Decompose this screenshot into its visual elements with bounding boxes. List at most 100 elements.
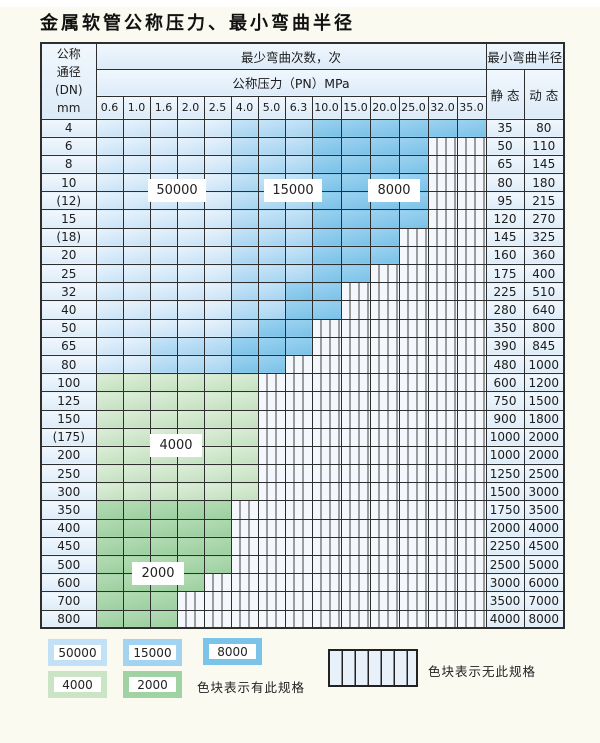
pn-cell-1.6 [149,409,178,429]
static-radius-value: 35 [485,118,525,138]
dn-value: 150 [40,409,97,429]
legend-chip-label: 2000 [137,677,168,692]
legend-chip-50000: 50000 [48,639,107,666]
bend-times-header: 最少弯曲次数，次 [95,42,487,70]
pn-cell-32.0 [427,409,458,429]
pn-cell-6.3 [284,227,313,247]
pn-cell-5.0 [257,427,286,447]
pn-cell-4.0 [230,609,259,629]
pn-cell-4.0 [230,336,259,356]
pn-cell-10.0 [311,518,342,538]
pn-cell-10.0 [311,554,342,575]
pn-cell-0.6 [95,336,124,356]
pn-cell-20.0 [369,227,400,247]
legend-chip-label: 8000 [217,644,248,659]
pn-cell-10.0 [311,154,342,175]
pn-cell-2.5 [203,136,232,156]
pn-cell-32.0 [427,591,458,611]
pn-cell-2.0 [176,318,205,338]
pn-cell-32.0 [427,245,458,266]
dynamic-radius-value: 800 [523,318,565,338]
pn-cell-25.0 [398,300,429,320]
pn-cell-1.0 [122,300,151,320]
static-header: 静 态 [485,68,525,120]
pn-cell-2.5 [203,282,232,302]
pn-cell-4.0 [230,118,259,138]
dynamic-radius-value: 4500 [523,536,565,557]
pn-cell-1.0 [122,173,151,193]
table-row: 250 1250 2500 [40,464,565,484]
pn-cell-25.0 [398,154,429,175]
pn-cell-2.0 [176,209,205,229]
pn-cell-5.0 [257,464,286,484]
pn-cell-4.0 [230,136,259,156]
pn-cell-20.0 [369,154,400,175]
pn-cell-25.0 [398,282,429,302]
dynamic-radius-value: 270 [523,209,565,229]
pn-cell-1.6 [149,336,178,356]
pn-cell-4.0 [230,227,259,247]
pn-cell-20.0 [369,482,400,502]
pn-cell-4.0 [230,263,259,284]
pn-cell-1.0 [122,482,151,502]
pn-cell-4.0 [230,464,259,484]
pn-cell-4.0 [230,373,259,393]
static-radius-value: 2000 [485,518,525,538]
legend-chip-15000: 15000 [123,639,182,666]
pn-cell-35.0 [456,373,487,393]
pn-cell-1.0 [122,191,151,211]
pn-cell-2.5 [203,118,232,138]
dynamic-radius-value: 4000 [523,518,565,538]
static-radius-value: 145 [485,227,525,247]
pn-cell-2.0 [176,300,205,320]
pn-cell-25.0 [398,245,429,266]
static-radius-value: 900 [485,409,525,429]
dn-value: 800 [40,609,97,629]
table-row: 65 390 845 [40,336,565,356]
pn-cell-6.3 [284,536,313,557]
pn-cell-0.6 [95,609,124,629]
static-radius-value: 2250 [485,536,525,557]
pn-cell-0.6 [95,154,124,175]
pn-cell-0.6 [95,482,124,502]
table-row: (175) 1000 2000 [40,427,565,447]
pn-cell-15.0 [340,409,371,429]
static-radius-value: 280 [485,300,525,320]
pn-cell-2.5 [203,445,232,466]
dynamic-radius-value: 640 [523,300,565,320]
pn-cell-2.5 [203,591,232,611]
pn-cell-4.0 [230,245,259,266]
region-label-2000: 2000 [132,562,184,585]
pn-cell-1.0 [122,609,151,629]
pn-cell-1.6 [149,263,178,284]
pn-cell-2.5 [203,573,232,593]
pn-cell-1.0 [122,227,151,247]
pn-cell-5.0 [257,391,286,411]
dn-value: 25 [40,263,97,284]
pn-cell-2.0 [176,245,205,266]
legend-note-no-spec: 色块表示无此规格 [428,664,537,679]
pn-cell-15.0 [340,300,371,320]
pn-cell-25.0 [398,118,429,138]
pn-cell-15.0 [340,227,371,247]
pn-cell-6.3 [284,118,313,138]
pn-cell-15.0 [340,354,371,375]
static-radius-value: 80 [485,173,525,193]
pn-cell-1.6 [149,282,178,302]
pn-cell-5.0 [257,500,286,520]
pn-cell-20.0 [369,282,400,302]
pn-cell-1.6 [149,591,178,611]
pn-cell-2.0 [176,518,205,538]
pn-cell-1.0 [122,245,151,266]
pn-cell-0.6 [95,591,124,611]
pn-cell-35.0 [456,464,487,484]
pressure-column-header: 32.0 [427,95,458,120]
pn-cell-2.5 [203,464,232,484]
pn-cell-10.0 [311,227,342,247]
pn-cell-2.5 [203,245,232,266]
top-strip [0,0,600,7]
legend-note-has-spec: 色块表示有此规格 [197,680,306,695]
radius-header: 最小弯曲半径 [485,42,565,70]
dn-header-cell: 公称 通径 (DN) mm [40,42,97,120]
pn-cell-15.0 [340,245,371,266]
